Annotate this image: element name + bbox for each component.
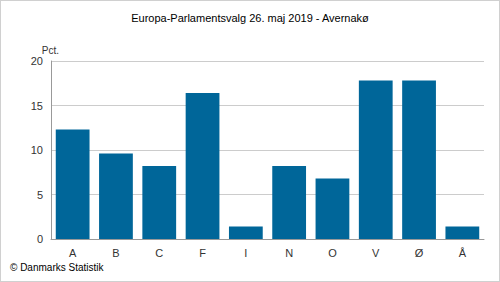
svg-text:Pct.: Pct. bbox=[42, 45, 59, 56]
svg-text:© Danmarks Statistik: © Danmarks Statistik bbox=[10, 262, 105, 273]
svg-text:Ø: Ø bbox=[415, 247, 424, 259]
svg-text:5: 5 bbox=[37, 189, 43, 201]
svg-text:15: 15 bbox=[31, 100, 43, 112]
svg-text:10: 10 bbox=[31, 144, 43, 156]
svg-text:0: 0 bbox=[37, 233, 43, 245]
svg-text:V: V bbox=[372, 247, 380, 259]
svg-text:20: 20 bbox=[31, 55, 43, 67]
svg-text:C: C bbox=[155, 247, 163, 259]
svg-text:I: I bbox=[244, 247, 247, 259]
svg-text:Europa-Parlamentsvalg 26. maj: Europa-Parlamentsvalg 26. maj 2019 - Ave… bbox=[131, 12, 369, 24]
svg-text:N: N bbox=[285, 247, 293, 259]
svg-text:O: O bbox=[328, 247, 337, 259]
svg-text:A: A bbox=[69, 247, 77, 259]
svg-text:B: B bbox=[112, 247, 119, 259]
svg-text:F: F bbox=[199, 247, 206, 259]
svg-text:Å: Å bbox=[459, 247, 467, 259]
